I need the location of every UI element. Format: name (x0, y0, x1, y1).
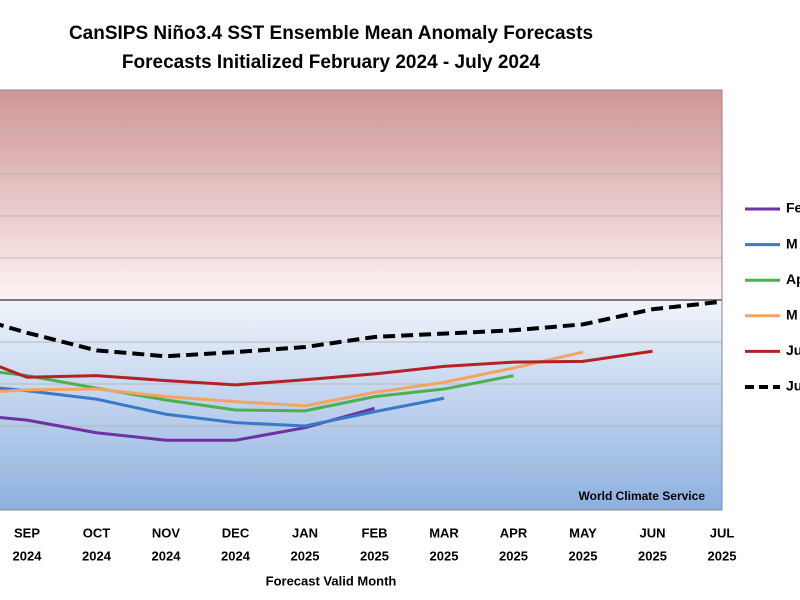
x-tick-label: MAR (429, 525, 459, 540)
x-tick-label: 2024 (82, 548, 112, 563)
negative-region (0, 300, 722, 510)
x-tick-label: MAY (569, 525, 597, 540)
plot-border (0, 89, 723, 511)
x-tick-label: SEP (14, 525, 40, 540)
x-tick-label: FEB (362, 525, 388, 540)
series-line (0, 350, 584, 408)
x-tick-label: 2025 (569, 548, 598, 563)
x-tick-label: 2024 (152, 548, 182, 563)
x-tick-label: 2025 (430, 548, 459, 563)
x-tick-label: OCT (83, 525, 111, 540)
x-tick-label: 2025 (638, 548, 667, 563)
x-tick-label: 2025 (499, 548, 528, 563)
legend-label: Ju (786, 378, 800, 394)
x-axis-label: Forecast Valid Month (266, 573, 397, 588)
x-tick-label: JUL (710, 525, 735, 540)
x-tick-label: 2025 (291, 548, 320, 563)
series-line (0, 349, 653, 387)
legend-label: M (786, 235, 798, 251)
series-line (0, 299, 723, 359)
legend-label: Ju (786, 342, 800, 358)
chart-title: CanSIPS Niño3.4 SST Ensemble Mean Anomal… (69, 23, 593, 44)
positive-region (0, 90, 722, 300)
x-tick-label: 2025 (360, 548, 389, 563)
annotation: World Climate Service (579, 489, 706, 503)
legend-label: M (786, 307, 798, 323)
chart-subtitle: Forecasts Initialized February 2024 - Ju… (122, 52, 541, 73)
x-tick-label: 2024 (221, 548, 251, 563)
x-tick-label: DEC (222, 525, 250, 540)
x-tick-label: 2025 (708, 548, 737, 563)
x-tick-label: APR (500, 525, 528, 540)
series-line (0, 386, 445, 428)
legend-label: Fe (786, 200, 800, 216)
x-tick-label: JUN (639, 525, 665, 540)
x-tick-label: NOV (152, 525, 181, 540)
legend-label: Ap (786, 271, 800, 287)
x-tick-label: JAN (292, 525, 318, 540)
series-line (0, 370, 514, 413)
series-line (0, 406, 375, 442)
x-tick-label: 2024 (13, 548, 43, 563)
